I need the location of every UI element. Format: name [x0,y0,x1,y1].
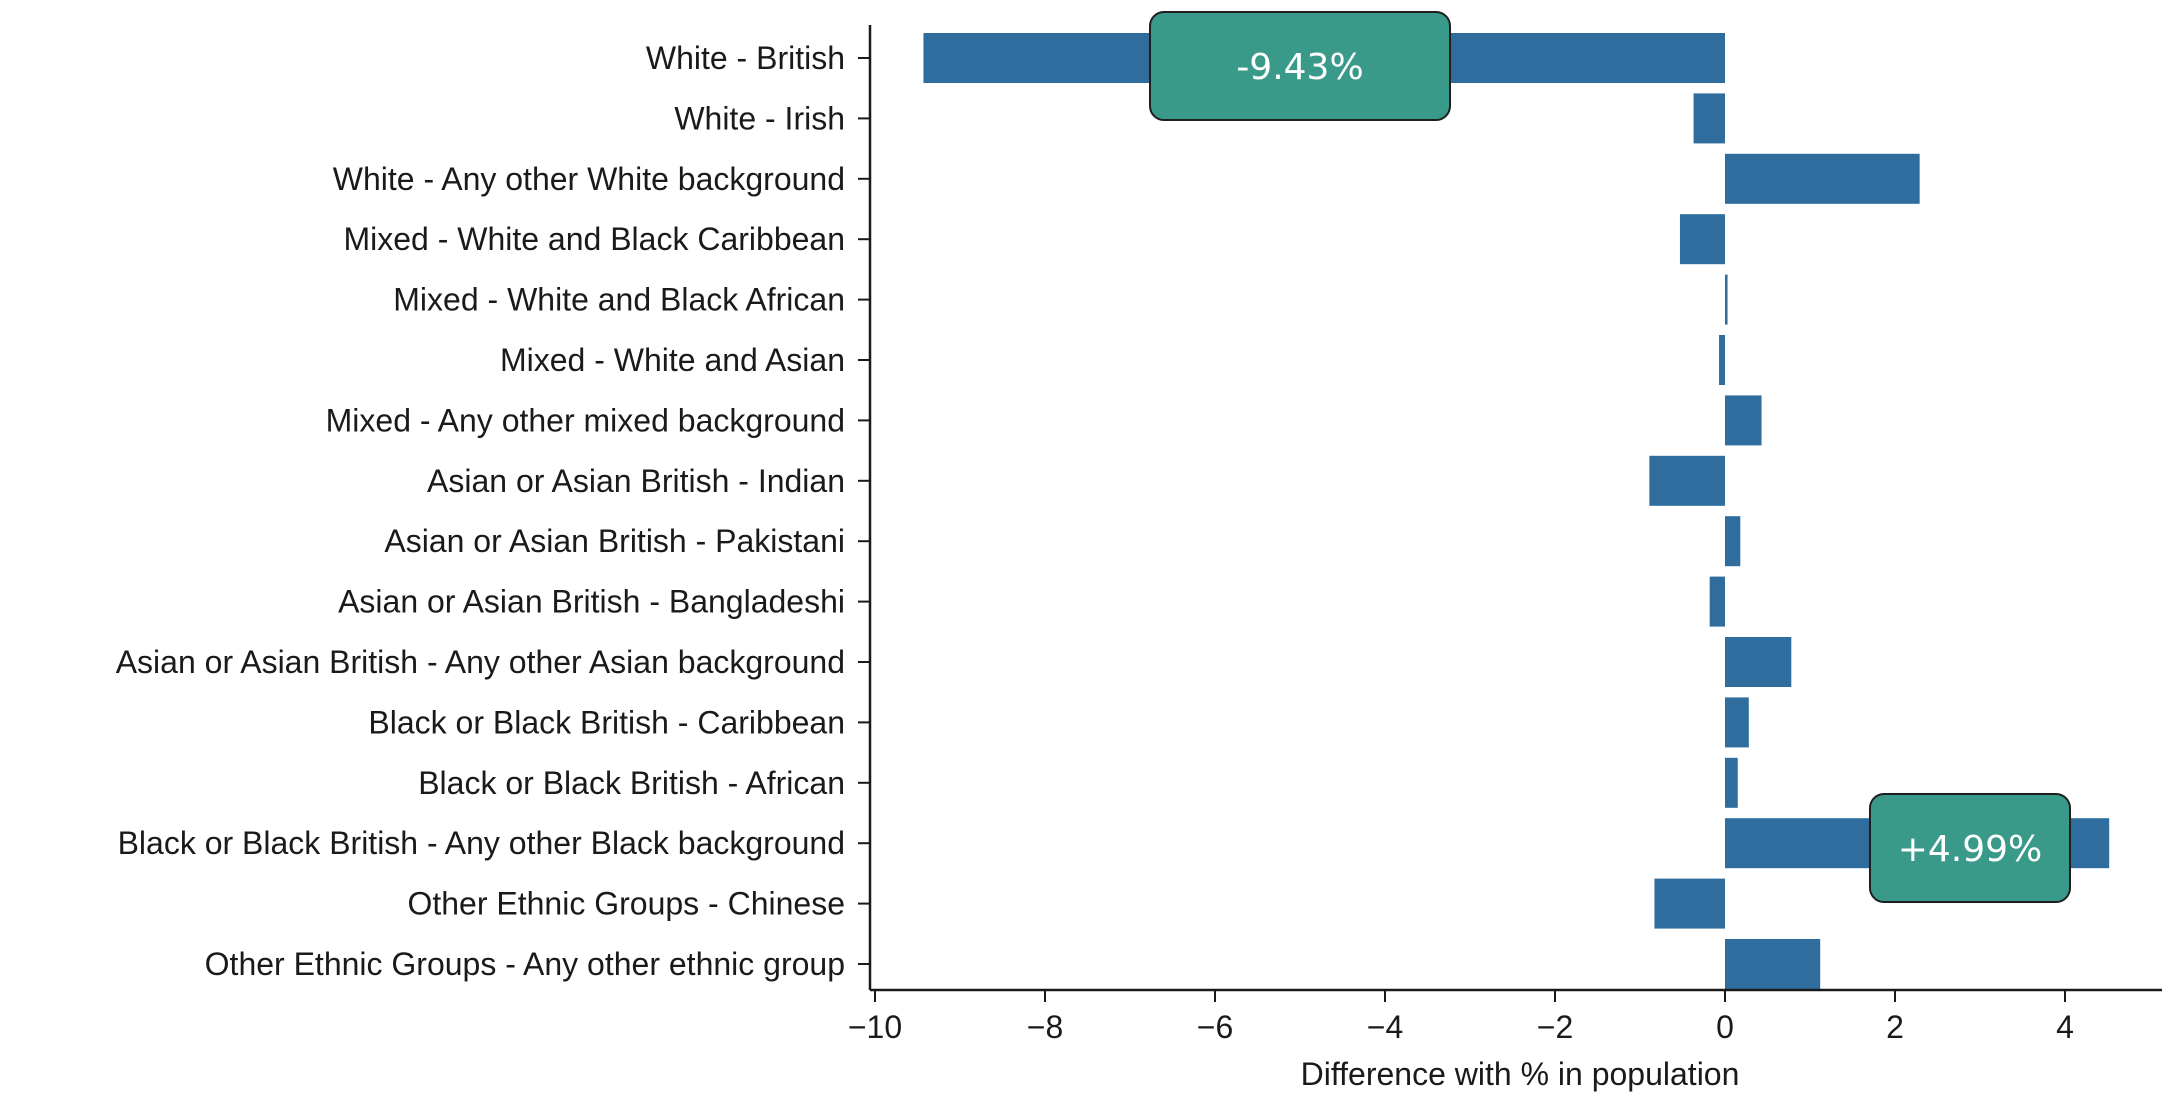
bar-12 [1725,757,1738,808]
category-labels: White - British White - Irish White - Any … [116,40,870,982]
bar-15 [1725,939,1821,989]
bar-9 [1709,576,1725,627]
bar-6 [1725,395,1762,446]
bar-8 [1725,516,1741,567]
x-tick-label-5: 0 [1716,1009,1734,1045]
category-label-6: Mixed - Any other mixed background [326,402,845,438]
category-label-3: Mixed - White and Black Caribbean [343,221,845,257]
category-label-14: Other Ethnic Groups - Chinese [407,886,845,922]
category-label-15: Other Ethnic Groups - Any other ethnic g… [205,946,845,982]
bar-5 [1719,335,1725,385]
category-label-13: Black or Black British - Any other Black… [118,825,845,861]
category-label-0: White - British [646,40,845,76]
x-tick-label-7: 4 [2056,1009,2074,1045]
x-tick-label-2: −6 [1197,1009,1233,1045]
callout-0: -9.43% [1149,11,1451,121]
x-axis: −10 −8 −6 −4 −2 0 2 4 [848,988,2162,1045]
callout-text-1: +4.99% [1898,829,2043,870]
x-tick-label-0: −10 [848,1009,902,1045]
x-tick-label-1: −8 [1027,1009,1063,1045]
category-label-10: Asian or Asian British - Any other Asian… [116,644,845,680]
category-label-2: White - Any other White background [333,161,845,197]
bar-10 [1725,637,1792,687]
category-label-1: White - Irish [674,100,845,136]
callouts-group: -9.43% +4.99% [1149,11,2071,903]
category-label-12: Black or Black British - African [418,765,845,801]
bar-4 [1725,274,1728,325]
category-label-9: Asian or Asian British - Bangladeshi [338,584,845,620]
callout-text-0: -9.43% [1236,47,1363,88]
x-tick-label-3: −4 [1367,1009,1403,1045]
x-tick-label-4: −2 [1537,1009,1573,1045]
bar-11 [1725,697,1749,748]
category-label-7: Asian or Asian British - Indian [427,463,845,499]
x-tick-label-6: 2 [1886,1009,1904,1045]
bar-14 [1654,878,1725,929]
category-label-11: Black or Black British - Caribbean [368,704,845,740]
callout-box-1 [1869,793,2071,903]
callout-1: +4.99% [1869,793,2071,903]
x-axis-title: Difference with % in population [1301,1056,1740,1092]
bar-7 [1649,455,1725,506]
bar-3 [1679,214,1725,265]
category-label-8: Asian or Asian British - Pakistani [384,523,845,559]
category-label-5: Mixed - White and Asian [500,342,845,378]
callout-box-0 [1149,11,1451,121]
category-label-4: Mixed - White and Black African [393,282,845,318]
bar-1 [1693,93,1725,144]
bar-2 [1725,153,1920,204]
